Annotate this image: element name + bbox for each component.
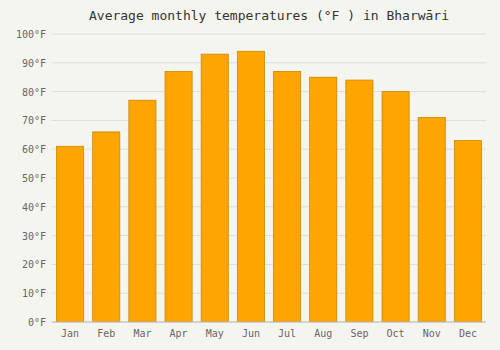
- y-tick-label: 10°F: [22, 288, 46, 299]
- x-tick-label: Oct: [387, 328, 405, 339]
- y-tick-label: 30°F: [22, 231, 46, 242]
- bar: [93, 132, 120, 322]
- y-tick-label: 40°F: [22, 202, 46, 213]
- x-tick-label: Dec: [459, 328, 477, 339]
- y-tick-label: 70°F: [22, 115, 46, 126]
- bar: [57, 146, 84, 322]
- bar: [454, 141, 481, 322]
- title: Average monthly temperatures (°F ) in Bh…: [89, 8, 449, 23]
- chart: Average monthly temperatures (°F ) in Bh…: [0, 0, 500, 350]
- bar: [201, 54, 228, 322]
- grid-line: [52, 91, 486, 92]
- bar: [129, 100, 156, 322]
- x-axis-line: [52, 322, 486, 323]
- y-tick-label: 80°F: [22, 87, 46, 98]
- bar: [237, 51, 264, 322]
- x-tick-label: Mar: [133, 328, 151, 339]
- x-tick-label: Jan: [61, 328, 79, 339]
- chart-container: Average monthly temperatures (°F ) in Bh…: [0, 0, 500, 350]
- x-tick-label: Apr: [170, 328, 188, 339]
- bar: [346, 80, 373, 322]
- grid-line: [52, 62, 486, 63]
- y-tick-label: 20°F: [22, 259, 46, 270]
- x-tick-label: Jun: [242, 328, 260, 339]
- grid-line: [52, 322, 486, 323]
- y-axis: 0°F 10°F 20°F 30°F 40°F 50°F 60°F 70°F 80°F 90°F 1…: [16, 29, 486, 328]
- y-tick-label: 0°F: [28, 317, 46, 328]
- x-tick-label: Aug: [314, 328, 332, 339]
- x-tick-label: Sep: [350, 328, 368, 339]
- bar: [274, 71, 301, 322]
- bar: [382, 92, 409, 322]
- y-tick-label: 60°F: [22, 144, 46, 155]
- x-tick-label: Feb: [97, 328, 115, 339]
- bar: [310, 77, 337, 322]
- x-tick-label: Nov: [423, 328, 441, 339]
- bar: [165, 71, 192, 322]
- bars: [57, 51, 482, 322]
- y-tick-label: 90°F: [22, 58, 46, 69]
- bar: [418, 118, 445, 322]
- y-tick-label: 100°F: [16, 29, 46, 40]
- y-tick-label: 50°F: [22, 173, 46, 184]
- x-axis: Jan Feb Mar Apr May Jun Jul Aug Sep Oct Nov Dec: [52, 322, 486, 339]
- x-tick-label: Jul: [278, 328, 296, 339]
- x-tick-label: May: [206, 328, 224, 339]
- grid-line: [52, 34, 486, 35]
